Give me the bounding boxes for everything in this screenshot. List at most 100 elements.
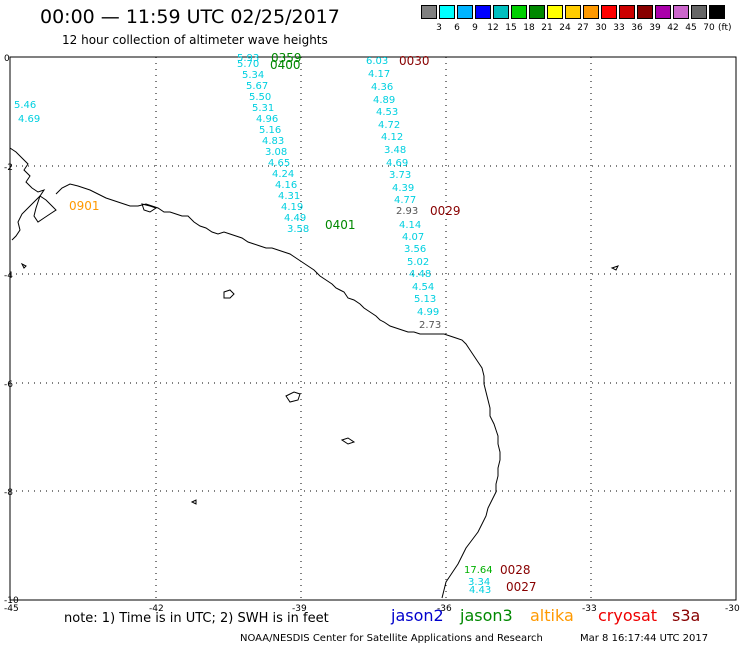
- swh-value: 6.03: [366, 56, 388, 67]
- swh-value: 4.96: [256, 114, 278, 125]
- scale-label: 27: [577, 23, 589, 33]
- swh-value: 5.16: [259, 125, 281, 136]
- legend-altika: altika: [530, 606, 574, 625]
- swh-value: 3.34: [468, 577, 490, 588]
- swh-value: 4.77: [394, 195, 416, 206]
- scale-label: 9: [472, 23, 478, 33]
- swh-value: 4.54: [412, 282, 434, 293]
- swh-value: 4.69: [386, 158, 408, 169]
- timestamp-text: Mar 8 16:17:44 UTC 2017: [580, 633, 709, 644]
- swh-value: 3.58: [287, 224, 309, 235]
- scale-label: 45: [685, 23, 697, 33]
- pass-label: 0400: [270, 58, 301, 72]
- swh-value: 3.48: [384, 145, 406, 156]
- map-title: 00:00 — 11:59 UTC 02/25/2017: [40, 6, 340, 28]
- y-tick-label: -10: [4, 596, 19, 606]
- swh-value: 4.49: [284, 213, 306, 224]
- pass-label: 0901: [69, 199, 100, 213]
- x-tick-label: -33: [582, 604, 597, 614]
- y-tick-label: 0: [4, 54, 10, 64]
- swh-value: 4.24: [272, 169, 294, 180]
- pass-label: 0029: [430, 204, 461, 218]
- scale-label: 36: [631, 23, 643, 33]
- scale-label: 6: [454, 23, 460, 33]
- swh-value: 4.53: [376, 107, 398, 118]
- legend-jason3: jason3: [460, 606, 513, 625]
- map-frame: [9, 56, 737, 601]
- swh-value: 4.89: [373, 95, 395, 106]
- swh-value: 5.46: [14, 100, 36, 111]
- scale-label: 30: [595, 23, 607, 33]
- scale-label: 39: [649, 23, 661, 33]
- swh-value: 5.13: [414, 294, 436, 305]
- swh-value: 4.36: [371, 82, 393, 93]
- pass-label: 0030: [399, 54, 430, 68]
- scale-swatch: [457, 5, 473, 19]
- swh-value: 5.31: [252, 103, 274, 114]
- scale-swatch: [547, 5, 563, 19]
- credit-text: NOAA/NESDIS Center for Satellite Applica…: [240, 633, 543, 644]
- x-tick-label: -36: [437, 604, 452, 614]
- swh-value: 4.16: [275, 180, 297, 191]
- y-tick-label: -6: [4, 380, 13, 390]
- pass-label: 0401: [325, 218, 356, 232]
- scale-label: 24: [559, 23, 571, 33]
- swh-value: 4.14: [399, 220, 421, 231]
- scale-swatch: [673, 5, 689, 19]
- pass-label: 0028: [500, 563, 531, 577]
- swh-value: 4.31: [278, 191, 300, 202]
- swh-value: 2.93: [396, 206, 418, 217]
- scale-swatch: [475, 5, 491, 19]
- swh-value: 4.17: [368, 69, 390, 80]
- scale-label: 12: [487, 23, 499, 33]
- swh-value: 17.64: [464, 565, 493, 576]
- swh-value: 2.73: [419, 320, 441, 331]
- scale-swatch: [565, 5, 581, 19]
- x-tick-label: -39: [292, 604, 307, 614]
- x-tick-label: -30: [725, 604, 740, 614]
- scale-label: 18: [523, 23, 535, 33]
- legend-s3a: s3a: [672, 606, 701, 625]
- scale-label: 33: [613, 23, 625, 33]
- swh-value: 5.02: [407, 257, 429, 268]
- swh-value: 4.72: [378, 120, 400, 131]
- swh-value: 5.67: [246, 81, 268, 92]
- swh-value: 4.65: [268, 158, 290, 169]
- scale-swatch: [511, 5, 527, 19]
- swh-value: 5.50: [249, 92, 271, 103]
- y-tick-label: -2: [4, 163, 13, 173]
- y-tick-label: -8: [4, 488, 13, 498]
- swh-value: 4.07: [402, 232, 424, 243]
- swh-value: 4.83: [262, 136, 284, 147]
- swh-value: 3.73: [389, 170, 411, 181]
- swh-value: 4.43: [469, 585, 491, 596]
- scale-swatch: [619, 5, 635, 19]
- x-tick-label: -42: [149, 604, 164, 614]
- map-subtitle: 12 hour collection of altimeter wave hei…: [62, 33, 328, 47]
- scale-swatch: [709, 5, 725, 19]
- swh-value: 4.12: [381, 132, 403, 143]
- legend-jason2: jason2: [391, 606, 444, 625]
- scale-swatch: [601, 5, 617, 19]
- swh-value: 5.70: [237, 59, 259, 70]
- scale-label: 15: [505, 23, 517, 33]
- y-tick-label: -4: [4, 271, 13, 281]
- scale-swatch: [529, 5, 545, 19]
- pass-label: 0027: [506, 580, 537, 594]
- swh-value: 4.69: [18, 114, 40, 125]
- swh-value: 4.19: [281, 202, 303, 213]
- grid-lines: [10, 57, 736, 600]
- scale-swatch: [439, 5, 455, 19]
- scale-label: 3: [436, 23, 442, 33]
- swh-value: 5.34: [242, 70, 264, 81]
- swh-value: 4.99: [417, 307, 439, 318]
- swh-value: 3.56: [404, 244, 426, 255]
- legend-cryosat: cryosat: [598, 606, 658, 625]
- coastline: [9, 147, 619, 599]
- scale-label: 70: [703, 23, 715, 33]
- scale-label: 21: [541, 23, 553, 33]
- swh-value: 3.08: [265, 147, 287, 158]
- pass-label: 0359: [271, 51, 302, 65]
- swh-value: 4.48: [409, 269, 431, 280]
